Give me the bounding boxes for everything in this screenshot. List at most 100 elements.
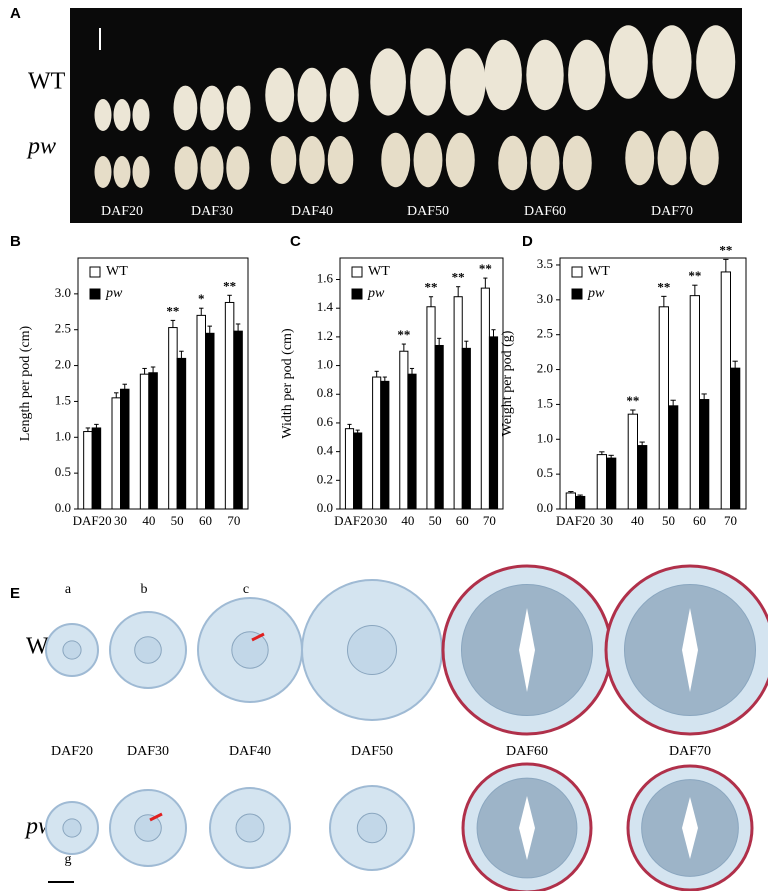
x-tick-label: 30 xyxy=(374,513,387,528)
y-tick-label: 1.0 xyxy=(537,430,553,445)
significance: ** xyxy=(688,268,701,283)
y-tick-label: 0.0 xyxy=(537,500,553,515)
bar xyxy=(176,357,187,510)
stage-label: DAF60 xyxy=(506,744,548,759)
pod xyxy=(113,156,131,188)
y-tick-label: 2.5 xyxy=(55,321,71,336)
legend-label: pw xyxy=(367,286,385,301)
x-tick-label: DAF20 xyxy=(334,513,373,528)
pod xyxy=(226,85,251,131)
row-label: WT xyxy=(28,69,66,95)
pod xyxy=(226,146,250,190)
significance: ** xyxy=(223,278,236,293)
x-tick-label: 40 xyxy=(142,513,155,528)
bar xyxy=(720,271,732,510)
bar xyxy=(139,373,150,510)
legend-swatch xyxy=(571,288,583,300)
y-tick-label: 1.5 xyxy=(55,392,71,407)
x-tick-label: 50 xyxy=(171,513,184,528)
x-tick-label: 70 xyxy=(227,513,240,528)
stage-label: DAF50 xyxy=(407,204,449,219)
significance: ** xyxy=(397,327,410,342)
x-tick-label: 40 xyxy=(631,513,644,528)
y-tick-label: 3.0 xyxy=(537,291,553,306)
significance: ** xyxy=(626,393,639,408)
bar xyxy=(596,454,608,510)
significance: ** xyxy=(425,280,438,295)
legend-label: WT xyxy=(106,264,128,279)
section-letter: b xyxy=(141,582,148,597)
bar xyxy=(120,388,130,510)
y-tick-label: 1.0 xyxy=(55,428,71,443)
section-inner xyxy=(134,636,162,664)
arrow xyxy=(149,812,163,822)
y-tick-label: 0.0 xyxy=(317,500,333,515)
pod xyxy=(132,156,150,188)
plot-frame xyxy=(339,257,504,510)
y-tick-label: 1.2 xyxy=(317,328,333,343)
y-tick-label: 0.5 xyxy=(55,464,71,479)
bar xyxy=(426,306,436,510)
y-tick-label: 3.0 xyxy=(55,285,71,300)
pod xyxy=(625,130,655,186)
row-label: pw xyxy=(26,134,56,160)
x-tick-label: 70 xyxy=(483,513,496,528)
bar xyxy=(168,327,178,510)
section-inner xyxy=(62,818,82,838)
pod xyxy=(299,136,325,184)
panel-label: E xyxy=(10,585,20,602)
section-inner xyxy=(134,814,162,842)
significance: ** xyxy=(479,261,492,276)
bar xyxy=(480,287,490,510)
x-tick-label: 30 xyxy=(600,513,613,528)
bar xyxy=(91,427,102,510)
stage-label: DAF40 xyxy=(291,204,333,219)
x-tick-label: 70 xyxy=(724,513,737,528)
legend-swatch xyxy=(351,266,363,278)
stage-label: DAF70 xyxy=(669,744,711,759)
pod xyxy=(568,39,606,111)
pod xyxy=(526,39,564,111)
bar xyxy=(148,372,158,510)
pod xyxy=(381,132,411,188)
legend-label: pw xyxy=(105,286,123,301)
plot-frame xyxy=(559,257,747,510)
bar xyxy=(575,495,586,510)
pod xyxy=(297,67,327,123)
panel-label: B xyxy=(10,233,21,250)
stage-label: DAF20 xyxy=(51,744,93,759)
pod xyxy=(94,156,112,188)
stage-label: DAF40 xyxy=(229,744,271,759)
pod xyxy=(413,132,443,188)
significance: ** xyxy=(166,303,179,318)
bar xyxy=(658,306,670,510)
y-axis-label: Weight per pod (g) xyxy=(500,330,515,436)
y-tick-label: 1.5 xyxy=(537,395,553,410)
pod xyxy=(498,135,528,191)
legend-label: WT xyxy=(588,264,610,279)
legend-label: WT xyxy=(368,264,390,279)
stage-label: DAF50 xyxy=(351,744,393,759)
pod xyxy=(94,99,112,131)
pod xyxy=(270,136,297,184)
y-tick-label: 1.0 xyxy=(317,357,333,372)
arrow xyxy=(251,632,265,642)
significance: ** xyxy=(452,270,465,285)
x-tick-label: 60 xyxy=(199,513,212,528)
y-tick-label: 0.6 xyxy=(317,414,334,429)
pod xyxy=(484,39,522,111)
section-inner xyxy=(347,625,397,675)
significance: ** xyxy=(657,279,670,294)
pod xyxy=(174,146,198,190)
bar xyxy=(627,413,639,510)
plot-frame xyxy=(77,257,249,510)
x-tick-label: 50 xyxy=(662,513,675,528)
pod xyxy=(113,99,131,131)
legend-label: pw xyxy=(587,286,605,301)
pod xyxy=(327,136,354,184)
bar xyxy=(224,301,235,510)
legend-swatch xyxy=(89,288,101,300)
stage-label: DAF70 xyxy=(651,204,693,219)
x-tick-label: 50 xyxy=(429,513,442,528)
